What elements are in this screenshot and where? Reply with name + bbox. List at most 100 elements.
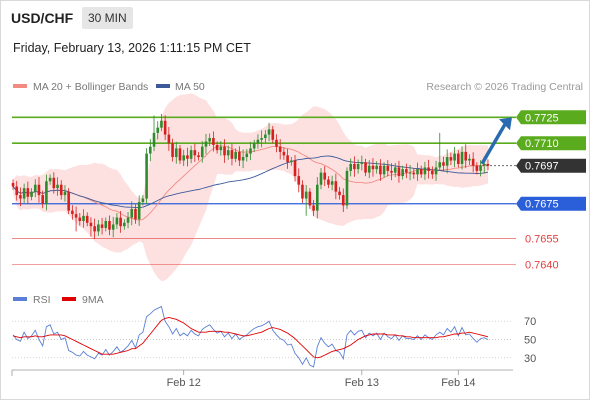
level-label-3: 0.7675 (525, 199, 559, 211)
candle (338, 187, 341, 200)
timeframe-badge[interactable]: 30 MIN (82, 7, 133, 29)
candle (438, 132, 442, 171)
credit-text: Research © 2026 Trading Central (426, 81, 583, 93)
candle (200, 141, 204, 163)
forecast-arrow (480, 117, 512, 165)
bollinger-band-area (13, 93, 488, 282)
candle (397, 160, 401, 183)
candle (19, 187, 22, 207)
candle (134, 204, 137, 224)
candle (197, 151, 200, 161)
x-tick-label: Feb 12 (167, 377, 201, 389)
candle (85, 212, 89, 227)
candle (431, 166, 434, 179)
candle (264, 130, 267, 143)
level-tag-2 (516, 158, 586, 173)
candle (141, 195, 145, 206)
rsi-tick-label: 50 (524, 335, 536, 347)
x-axis: Feb 12 Feb 13 Feb 14 (11, 369, 513, 389)
candle (457, 150, 460, 168)
candle (167, 126, 171, 151)
candle (174, 141, 178, 164)
candle (171, 138, 174, 162)
candle (252, 139, 256, 152)
ma50-line (12, 155, 489, 209)
candle (408, 165, 412, 181)
candle (297, 168, 301, 193)
candle (93, 218, 96, 240)
candle (215, 141, 219, 154)
candle (423, 161, 427, 180)
candle (111, 216, 115, 238)
candle (334, 173, 338, 200)
candle (345, 167, 349, 209)
arrow-head (499, 117, 512, 131)
candle (186, 147, 189, 167)
candle (249, 141, 252, 161)
candle (286, 148, 289, 169)
candle (275, 134, 278, 153)
candle (315, 177, 319, 219)
candle (15, 180, 19, 201)
candle (74, 206, 78, 232)
level-label-0: 0.7725 (525, 112, 559, 124)
chart-header: USD/CHF 30 MIN (0, 0, 590, 36)
candle (293, 154, 297, 182)
candle (26, 181, 30, 204)
candle (260, 130, 263, 148)
candle (301, 180, 304, 204)
x-tick-label: Feb 13 (345, 377, 379, 389)
candle (308, 188, 312, 209)
candle (290, 157, 293, 166)
candle (238, 146, 241, 167)
candle (360, 155, 364, 171)
level-tag-3 (516, 196, 586, 211)
candle (104, 217, 108, 232)
candle (22, 183, 26, 204)
candle (449, 152, 453, 166)
candle (67, 188, 70, 215)
instrument-symbol: USD/CHF (11, 10, 74, 26)
rsi-legend-label: RSI (33, 294, 51, 306)
candle (123, 219, 126, 230)
level-label-5: 0.7640 (525, 259, 559, 271)
candle (41, 190, 44, 209)
candle (405, 163, 408, 179)
candle (234, 148, 237, 163)
candle (56, 177, 59, 196)
candle (33, 179, 37, 198)
candle (367, 160, 371, 179)
candle (230, 143, 234, 166)
candle (145, 148, 148, 205)
candle (323, 166, 327, 187)
candle (223, 139, 226, 163)
candle (212, 131, 215, 152)
candle (416, 162, 419, 181)
candle (241, 149, 245, 169)
candle (427, 159, 430, 179)
timestamp: Friday, February 13, 2026 1:11:15 PM CET (13, 41, 251, 55)
rsi-tick-label: 70 (524, 316, 536, 328)
candle (382, 162, 386, 178)
bollinger-bands (13, 93, 488, 282)
candle (97, 219, 100, 236)
ma50-legend-label: MA 50 (175, 81, 205, 93)
candle (137, 195, 141, 226)
candle (312, 199, 315, 217)
rsi-line (12, 305, 489, 368)
candle (130, 201, 134, 226)
price-labels: 0.7725 0.7710 0.7697 0.7675 0.7655 0.7640 (516, 110, 586, 271)
candle (341, 188, 345, 213)
rsi-tick-label: 30 (524, 353, 536, 365)
candle (149, 139, 152, 162)
candle (204, 133, 208, 155)
candle (11, 179, 15, 190)
candle (78, 213, 82, 226)
candle (486, 159, 490, 171)
candle (375, 161, 378, 174)
candle (282, 147, 286, 160)
candle (330, 175, 334, 191)
candle (464, 144, 468, 169)
ma20-legend-label: MA 20 + Bollinger Bands (33, 81, 148, 93)
